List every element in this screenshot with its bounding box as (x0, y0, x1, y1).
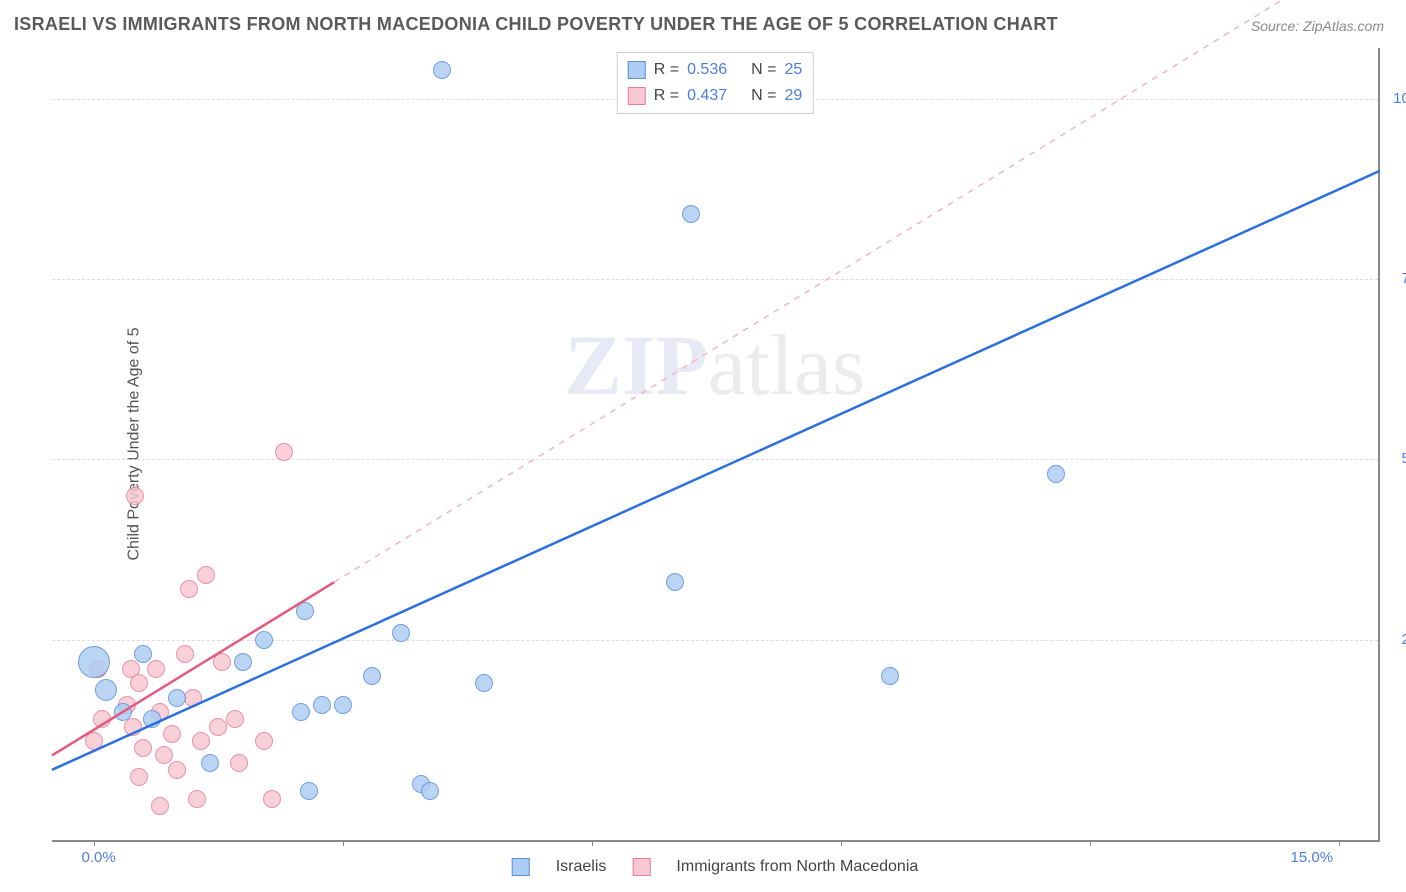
source-attribution: Source: ZipAtlas.com (1251, 18, 1384, 34)
legend-stats-row: R = 0.437 N = 29 (628, 83, 803, 109)
legend-series-label: Israelis (556, 858, 607, 876)
legend-r-label: R = (654, 87, 679, 105)
legend-stats-row: R = 0.536 N = 25 (628, 57, 803, 83)
legend-r-label: R = (654, 61, 679, 79)
trend-line-extrapolated (334, 0, 1380, 582)
chart-title: ISRAELI VS IMMIGRANTS FROM NORTH MACEDON… (14, 14, 1058, 35)
legend-stats: R = 0.536 N = 25 R = 0.437 N = 29 (617, 52, 814, 114)
trend-line (52, 171, 1380, 770)
legend-swatch (512, 858, 530, 876)
y-tick-label: 100.0% (1393, 90, 1406, 107)
legend-swatch (628, 61, 646, 79)
trend-line (52, 582, 334, 755)
x-tick (841, 840, 842, 846)
y-tick-label: 25.0% (1401, 631, 1406, 648)
trend-lines-layer (52, 48, 1378, 840)
y-tick-label: 50.0% (1401, 450, 1406, 467)
legend-series: Israelis Immigrants from North Macedonia (512, 858, 919, 876)
legend-r-value: 0.437 (687, 87, 727, 105)
legend-n-value: 25 (784, 61, 802, 79)
legend-n-label: N = (751, 87, 776, 105)
legend-n-value: 29 (784, 87, 802, 105)
legend-series-label: Immigrants from North Macedonia (676, 858, 918, 876)
x-tick (343, 840, 344, 846)
legend-swatch (632, 858, 650, 876)
x-tick (1339, 840, 1340, 846)
legend-swatch (628, 87, 646, 105)
x-tick-label: 15.0% (1291, 849, 1334, 866)
x-tick (94, 840, 95, 846)
legend-r-value: 0.536 (687, 61, 727, 79)
x-tick (1090, 840, 1091, 846)
x-tick (592, 840, 593, 846)
plot-area: ZIPatlas Child Poverty Under the Age of … (52, 48, 1380, 842)
y-tick-label: 75.0% (1401, 270, 1406, 287)
x-tick-label: 0.0% (82, 849, 116, 866)
legend-n-label: N = (751, 61, 776, 79)
chart-container: ISRAELI VS IMMIGRANTS FROM NORTH MACEDON… (0, 0, 1406, 892)
